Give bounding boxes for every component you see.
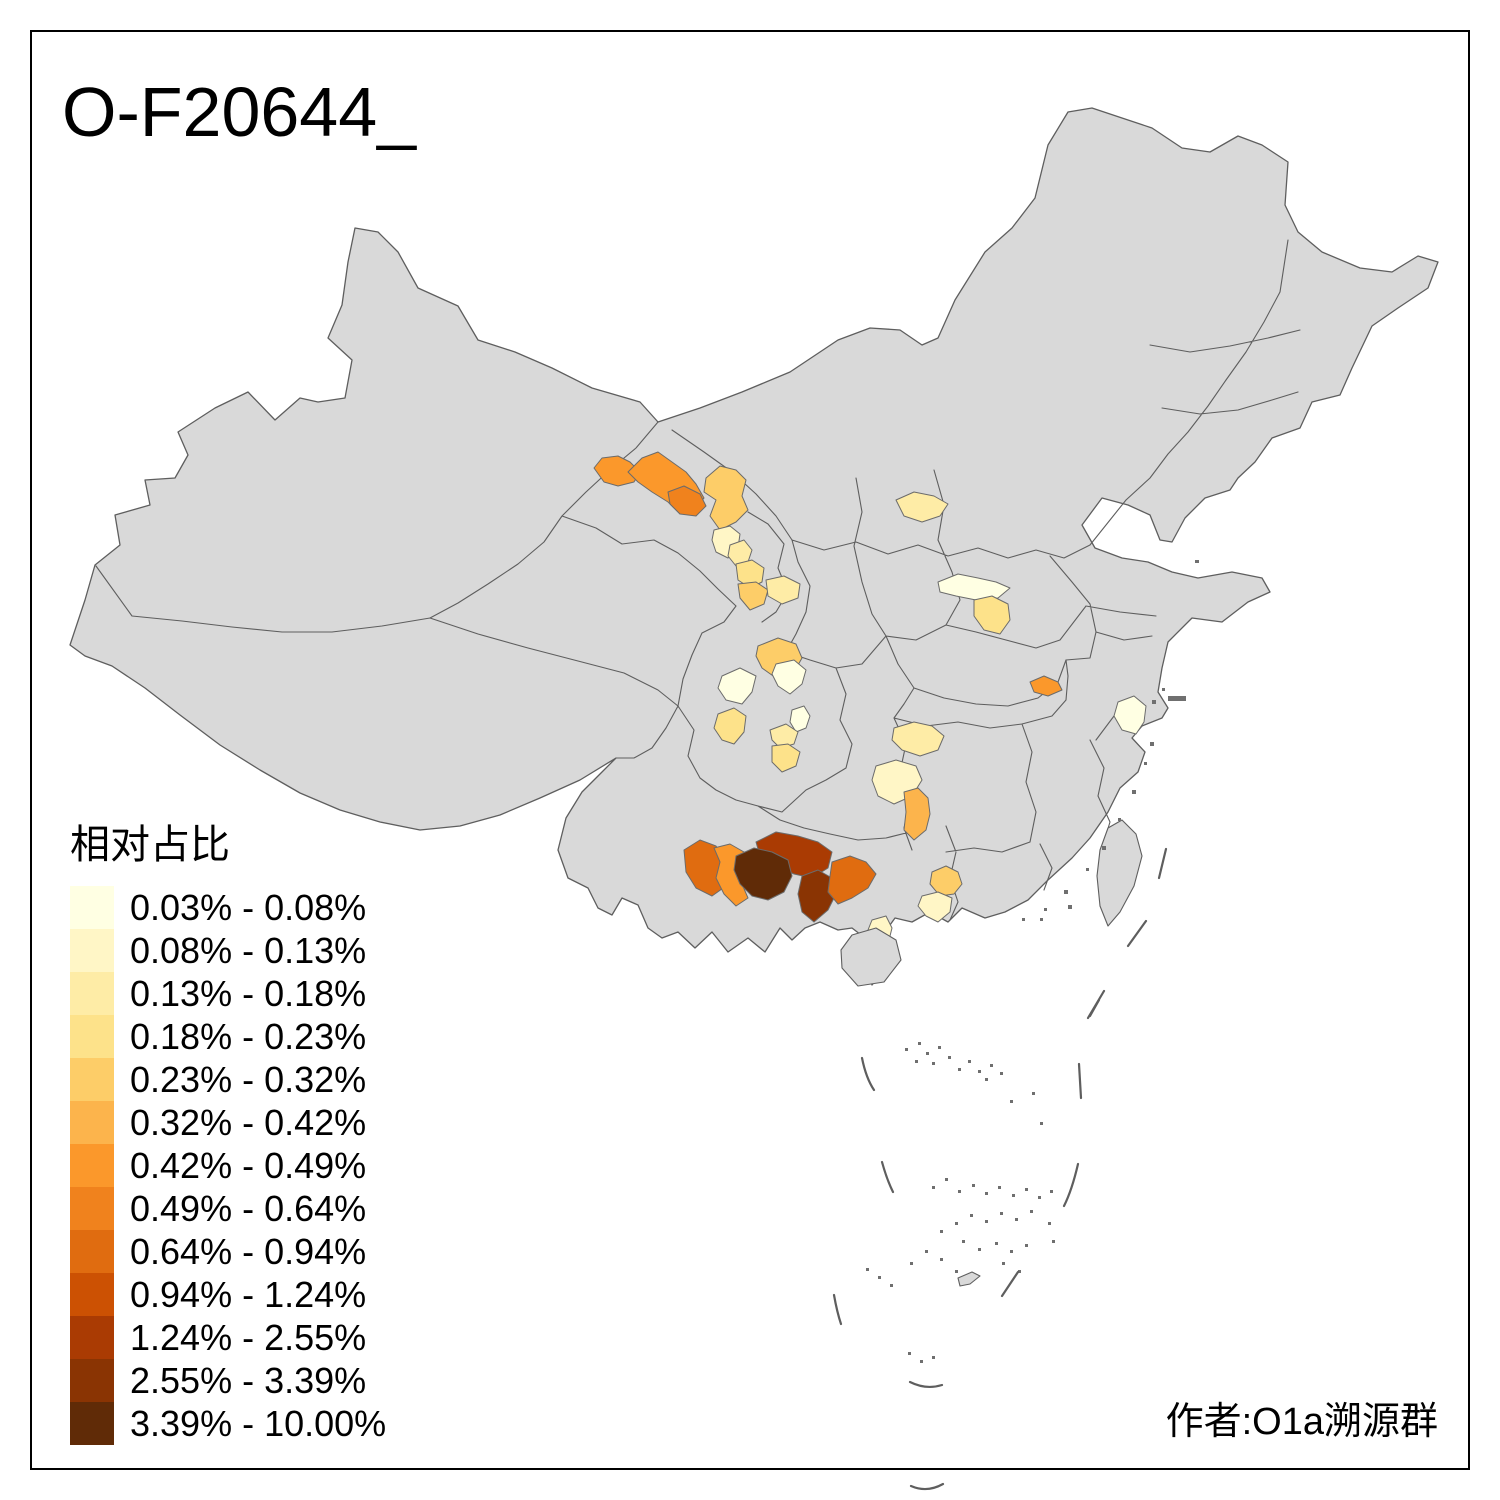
choropleth-region [929,865,963,897]
nine-dash-line [832,847,1168,1491]
choropleth-region [973,595,1011,635]
legend-swatch [70,886,114,929]
legend-label: 0.13% - 0.18% [130,972,367,1014]
choropleth-region [917,891,953,923]
legend-swatch [70,1402,114,1445]
legend: 相对占比 0.03% - 0.08% 0.08% - 0.13% 0.13% -… [70,812,386,1445]
choropleth-region [903,787,931,841]
legend-label: 0.64% - 0.94% [130,1230,367,1272]
legend-swatch [70,1015,114,1058]
legend-row: 0.49% - 0.64% [70,1187,386,1230]
choropleth-region [733,847,793,901]
legend-row: 0.13% - 0.18% [70,972,386,1015]
page-title: O-F20644_ [62,73,417,151]
legend-row: 0.03% - 0.08% [70,886,386,929]
legend-label: 1.24% - 2.55% [130,1316,367,1358]
legend-label: 0.49% - 0.64% [130,1187,367,1229]
legend-swatch [70,929,114,972]
choropleth-region [937,573,1011,601]
south-sea-island [957,1271,981,1287]
choropleth-region [1029,675,1063,697]
choropleth-region [1113,695,1147,735]
legend-row: 0.64% - 0.94% [70,1230,386,1273]
choropleth-region [717,667,757,705]
choropleth-region [735,559,765,589]
legend-label: 0.94% - 1.24% [130,1273,367,1315]
legend-title: 相对占比 [70,823,230,867]
legend-swatch [70,1187,114,1230]
legend-row: 0.08% - 0.13% [70,929,386,972]
sea-islands [866,1042,1055,1363]
taiwan-island [1096,819,1143,927]
choropleth-region [737,581,769,611]
legend-swatch [70,972,114,1015]
legend-row: 0.32% - 0.42% [70,1101,386,1144]
legend-swatch [70,1144,114,1187]
legend-row: 1.24% - 2.55% [70,1316,386,1359]
hainan-island [840,927,902,987]
legend-label: 2.55% - 3.39% [130,1359,367,1401]
legend-row: 0.42% - 0.49% [70,1144,386,1187]
legend-row: 0.94% - 1.24% [70,1273,386,1316]
choropleth-region [771,743,801,773]
choropleth-region [765,575,801,605]
legend-label: 0.03% - 0.08% [130,886,367,928]
legend-swatch [70,1273,114,1316]
legend-swatch [70,1316,114,1359]
legend-label: 0.23% - 0.32% [130,1058,367,1100]
legend-label: 0.32% - 0.42% [130,1101,367,1143]
legend-label: 0.18% - 0.23% [130,1015,367,1057]
legend-swatch [70,1359,114,1402]
plot-frame [30,30,1470,1470]
author-credit: 作者:O1a溯源群 [1165,1401,1438,1443]
choropleth-region [703,465,749,531]
choropleth-region [895,491,949,523]
choropleth-region [771,659,807,695]
choropleth-region [797,869,837,923]
legend-row: 0.18% - 0.23% [70,1015,386,1058]
choropleth-region [891,721,945,757]
legend-row: 3.39% - 10.00% [70,1402,386,1445]
legend-label: 3.39% - 10.00% [130,1402,387,1444]
choropleth-region [827,855,877,905]
china-mainland [69,107,1439,986]
choropleth-region [769,723,799,749]
choropleth-region [789,705,811,733]
choropleth-region [667,485,707,517]
legend-swatch [70,1230,114,1273]
choropleth-region [713,707,747,745]
legend-swatch [70,1101,114,1144]
legend-label: 0.08% - 0.13% [130,929,367,971]
province-borders [95,239,1301,921]
legend-label: 0.42% - 0.49% [130,1144,367,1186]
legend-row: 0.23% - 0.32% [70,1058,386,1101]
legend-swatch [70,1058,114,1101]
legend-row: 2.55% - 3.39% [70,1359,386,1402]
